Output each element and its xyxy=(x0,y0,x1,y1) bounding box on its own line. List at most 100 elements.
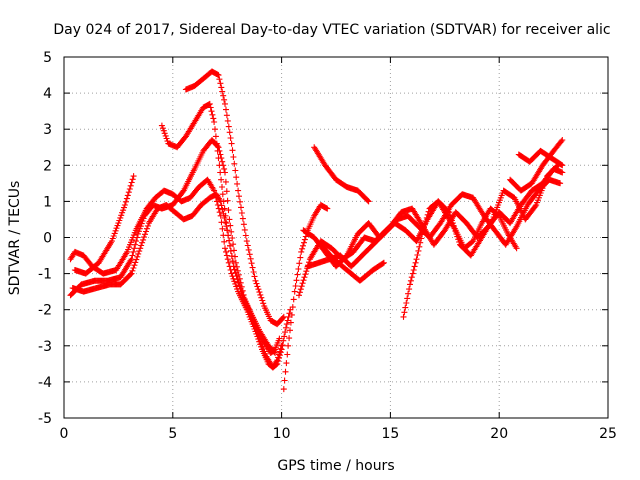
data-point xyxy=(224,117,231,124)
data-point xyxy=(400,313,407,320)
data-point xyxy=(403,300,410,306)
data-point xyxy=(223,248,229,255)
data-point xyxy=(414,252,421,258)
data-point xyxy=(222,212,229,219)
data-point xyxy=(225,259,232,266)
data-point xyxy=(415,247,422,254)
data-point xyxy=(212,126,218,133)
data-point xyxy=(236,193,242,200)
data-point xyxy=(236,282,243,289)
data-point xyxy=(229,147,236,154)
data-point xyxy=(216,162,223,169)
data-point xyxy=(244,242,251,249)
data-point xyxy=(283,360,290,367)
data-point xyxy=(141,234,147,241)
data-point xyxy=(249,264,256,271)
data-point xyxy=(230,154,237,160)
data-point xyxy=(230,241,237,248)
data-point xyxy=(299,245,306,252)
data-point xyxy=(380,260,386,267)
data-point xyxy=(225,207,232,214)
data-point xyxy=(113,225,120,232)
data-point xyxy=(281,333,288,340)
data-point xyxy=(213,140,220,147)
data-point xyxy=(225,123,232,130)
series-track-13 xyxy=(400,198,520,320)
data-point xyxy=(132,259,139,266)
data-points xyxy=(67,68,566,393)
data-point xyxy=(281,377,288,384)
data-point xyxy=(419,231,426,238)
data-point xyxy=(127,271,134,278)
data-point xyxy=(413,256,420,263)
data-point xyxy=(143,228,149,235)
data-point xyxy=(129,267,136,274)
data-point xyxy=(161,130,168,137)
data-point xyxy=(421,224,427,231)
data-point xyxy=(219,88,226,95)
data-point xyxy=(120,207,127,214)
data-point xyxy=(260,300,267,307)
data-point xyxy=(257,291,264,298)
data-point xyxy=(125,189,132,196)
y-tick-label: 1 xyxy=(43,194,52,210)
data-point xyxy=(282,329,289,336)
data-point xyxy=(221,238,228,245)
series-track-7 xyxy=(280,202,331,393)
data-point xyxy=(289,304,296,311)
data-point xyxy=(246,251,253,258)
data-point xyxy=(136,248,143,255)
series-track-10 xyxy=(304,162,561,270)
data-point xyxy=(302,271,309,278)
data-point xyxy=(303,268,310,275)
data-point xyxy=(118,212,125,219)
data-point xyxy=(293,277,300,284)
data-point xyxy=(239,215,246,222)
data-point xyxy=(215,205,222,212)
data-point xyxy=(235,279,242,286)
data-point xyxy=(108,238,115,245)
y-tick-label: 2 xyxy=(43,158,52,174)
y-tick-label: 3 xyxy=(43,122,52,138)
data-point xyxy=(250,269,257,275)
series-track-11 xyxy=(311,144,372,205)
data-point xyxy=(300,277,307,284)
data-point xyxy=(115,220,122,227)
data-point xyxy=(218,176,225,183)
data-point xyxy=(209,111,216,118)
data-point xyxy=(276,335,283,342)
y-tick-label: -4 xyxy=(38,375,52,391)
data-point xyxy=(238,204,244,211)
data-point xyxy=(134,253,141,260)
data-point xyxy=(233,174,240,181)
data-point xyxy=(240,221,247,228)
data-point xyxy=(286,335,293,342)
data-point xyxy=(284,317,291,324)
data-point xyxy=(235,187,242,194)
data-point xyxy=(408,274,415,281)
data-point xyxy=(238,289,245,296)
data-point xyxy=(424,211,431,218)
data-point xyxy=(227,222,234,229)
data-point xyxy=(223,106,229,113)
data-point xyxy=(160,127,167,134)
data-point xyxy=(226,129,233,136)
data-point xyxy=(298,248,305,255)
x-tick-label: 10 xyxy=(273,426,291,442)
data-point xyxy=(224,256,231,263)
data-point xyxy=(219,158,226,165)
data-point xyxy=(258,343,265,350)
data-point xyxy=(226,237,233,244)
data-point xyxy=(228,228,235,235)
data-point xyxy=(296,260,303,267)
data-point xyxy=(124,192,131,199)
y-tick-label: -2 xyxy=(38,303,52,319)
data-point xyxy=(276,348,283,355)
data-point xyxy=(290,296,297,303)
data-point xyxy=(380,259,387,266)
data-point xyxy=(227,135,234,141)
data-point xyxy=(259,297,266,304)
x-tick-label: 15 xyxy=(381,426,399,442)
data-point xyxy=(210,115,217,122)
x-tick-label: 5 xyxy=(168,426,177,442)
